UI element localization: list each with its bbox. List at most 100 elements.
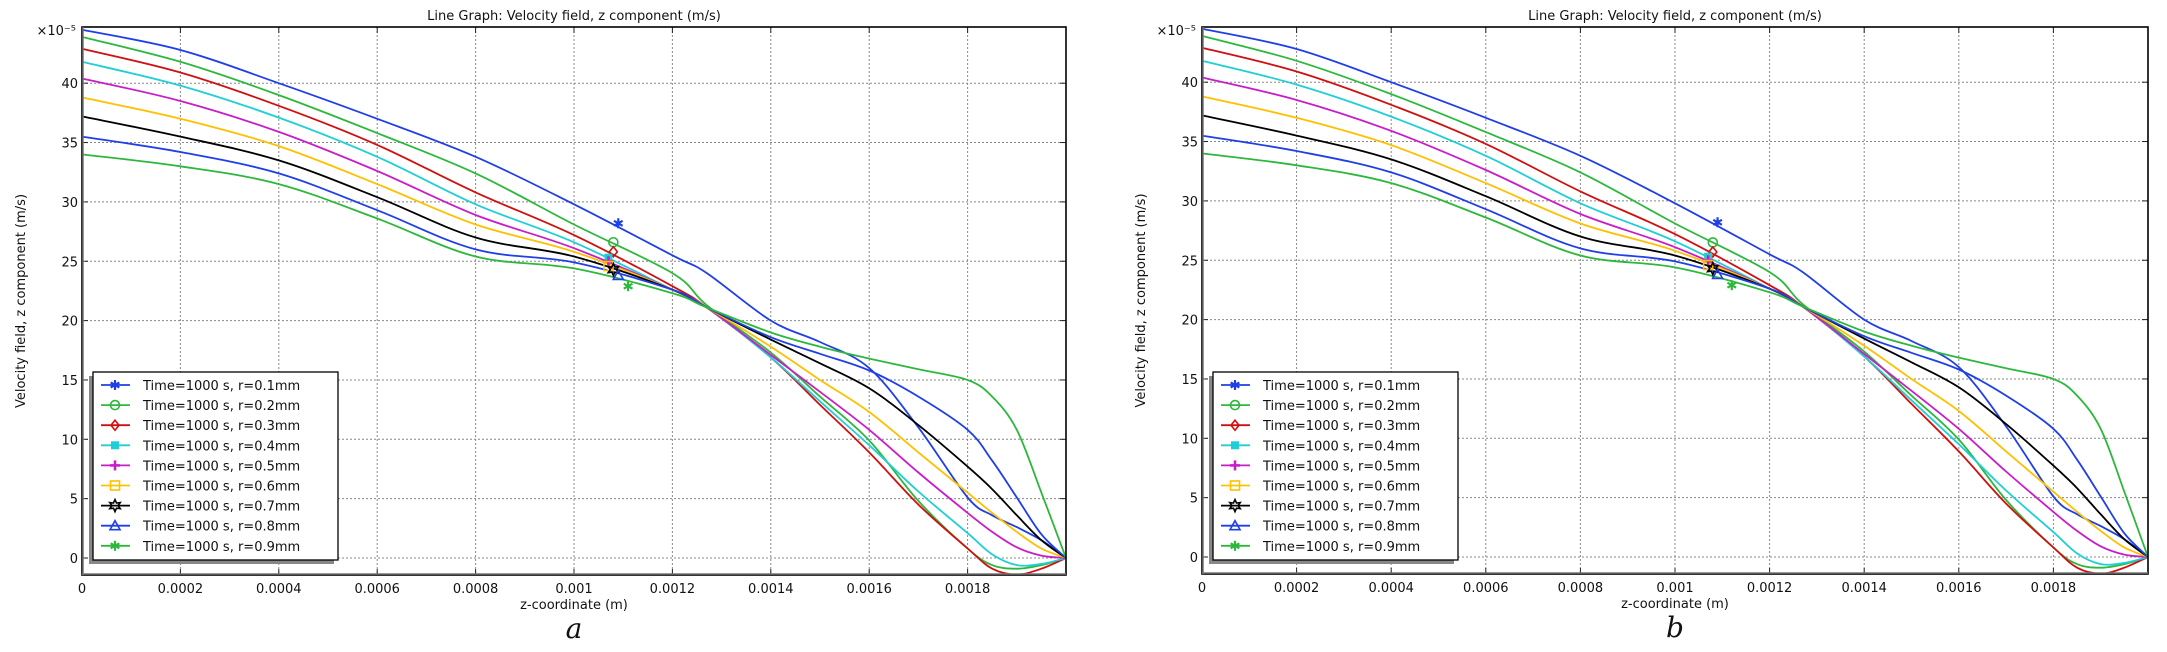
series-marker-3: [608, 245, 619, 259]
x-tick-label: 0.0006: [354, 582, 400, 597]
y-tick-label: 5: [1190, 492, 1198, 507]
legend-marker-icon: [109, 418, 121, 432]
legend-marker-icon: [110, 540, 120, 551]
marker-shape: [1229, 418, 1241, 432]
marker-shape: [108, 497, 122, 514]
x-axis-title: z-coordinate (m): [1621, 597, 1729, 612]
marker-stroke: [110, 542, 120, 550]
legend-label: Time=1000 s, r=0.4mm: [1262, 439, 1420, 454]
x-tick-label: 0.0014: [748, 582, 794, 597]
legend-label: Time=1000 s, r=0.2mm: [1262, 399, 1420, 414]
chart-title: Line Graph: Velocity field, z component …: [1528, 9, 1822, 24]
x-tick-label: 0.0008: [1558, 581, 1604, 596]
x-tick-label: 0.0014: [1841, 581, 1887, 596]
legend-item: Time=1000 s, r=0.2mm: [101, 399, 300, 414]
legend-item: Time=1000 s, r=0.8mm: [1221, 519, 1420, 535]
series-marker-3: [1707, 245, 1718, 259]
legend-item: Time=1000 s, r=0.5mm: [1221, 459, 1420, 474]
legend-label: Time=1000 s, r=0.4mm: [142, 439, 300, 454]
x-tick-label: 0: [1198, 581, 1206, 596]
gridlines: 0 0.0002 0.0004 0.0006 0.0008 0.001 0.0012 0.00…: [1181, 27, 2148, 596]
legend-marker-icon: [1231, 441, 1239, 450]
marker-shape: [1229, 480, 1241, 491]
legend-marker-icon: [1229, 480, 1241, 491]
marker-shape: [111, 441, 119, 450]
legend-item: Time=1000 s, r=0.9mm: [101, 540, 300, 555]
series-line-8: [1201, 134, 2149, 558]
marker-shape: [1228, 497, 1242, 514]
x-tick-label: 0.0006: [1463, 581, 1509, 596]
x-tick-label: 0.0004: [256, 582, 302, 597]
y-tick-label: 35: [1181, 136, 1198, 151]
legend-label: Time=1000 s, r=0.7mm: [142, 500, 300, 515]
x-tick-label: 0.0004: [1368, 581, 1414, 596]
series-marker-7: [606, 261, 621, 278]
y-tick-label: 35: [61, 137, 78, 152]
marker-stroke: [1726, 281, 1737, 289]
marker-shape: [1228, 519, 1242, 531]
series-marker-1: [613, 218, 624, 229]
chart-panel-a: Line Graph: Velocity field, z component …: [14, 9, 1067, 645]
legend-label: Time=1000 s, r=0.7mm: [1262, 500, 1420, 515]
marker-shape: [1705, 260, 1720, 277]
legend-label: Time=1000 s, r=0.9mm: [1262, 540, 1420, 555]
marker-shape: [611, 268, 625, 281]
marker-shape: [606, 261, 621, 278]
x-tick-label: 0.0012: [650, 582, 696, 597]
panel-caption: a: [566, 612, 583, 645]
y-tick-label: 20: [61, 315, 78, 330]
series-line-1: [1201, 27, 2149, 558]
legend-marker-icon: [109, 480, 121, 491]
y-tick-label: 0: [1190, 551, 1198, 566]
legend-label: Time=1000 s, r=0.5mm: [1262, 459, 1420, 474]
marker-shape: [1229, 399, 1241, 411]
legend-item: Time=1000 s, r=0.7mm: [101, 497, 300, 515]
legend-label: Time=1000 s, r=0.1mm: [142, 379, 300, 394]
marker-stroke: [613, 219, 624, 227]
series-line-9: [81, 153, 1067, 559]
marker-shape: [1231, 441, 1239, 450]
y-tick-label: 30: [61, 196, 78, 211]
series-marker-8: [1711, 267, 1724, 280]
marker-shape: [109, 418, 121, 432]
legend-marker-icon: [111, 441, 119, 450]
y-tick-label: 0: [70, 552, 78, 567]
legend-marker-icon: [108, 519, 122, 531]
marker-stroke: [1230, 542, 1240, 550]
series-marker-7: [1705, 260, 1720, 277]
legend-marker-icon: [1230, 540, 1240, 551]
legend-label: Time=1000 s, r=0.9mm: [142, 540, 300, 555]
y-axis-title: Velocity field, z component (m/s): [14, 194, 29, 408]
legend-marker-icon: [1228, 519, 1242, 531]
legend-marker-icon: [108, 497, 122, 514]
x-tick-label: 0.0016: [846, 582, 892, 597]
series-marker-1: [1712, 217, 1723, 228]
legend-label: Time=1000 s, r=0.8mm: [1262, 520, 1420, 535]
x-tick-label: 0.0002: [158, 582, 204, 597]
legend: Time=1000 s, r=0.1mm Time=1000 s, r=0.2mm…: [1209, 371, 1459, 564]
x-tick-label: 0: [78, 582, 86, 597]
y-multiplier-label: ×10⁻⁵: [1156, 24, 1196, 39]
legend-box: [92, 371, 339, 561]
y-tick-label: 15: [1181, 373, 1198, 388]
x-tick-label: 0.0016: [1936, 581, 1982, 596]
legend-item: Time=1000 s, r=0.3mm: [101, 418, 300, 434]
legend-label: Time=1000 s, r=0.1mm: [1262, 379, 1420, 394]
y-tick-label: 15: [61, 374, 78, 389]
legend-item: Time=1000 s, r=0.1mm: [1221, 379, 1420, 394]
legend-item: Time=1000 s, r=0.4mm: [101, 439, 300, 454]
x-tick-label: 0.001: [555, 582, 592, 597]
series-line-6: [1201, 95, 2149, 558]
y-tick-label: 40: [61, 77, 78, 92]
legend: Time=1000 s, r=0.1mm Time=1000 s, r=0.2mm…: [89, 371, 339, 564]
series-lines: [1201, 27, 2149, 575]
plot-frame: [1201, 26, 2149, 575]
x-axis-title: z-coordinate (m): [520, 598, 628, 613]
legend-item: Time=1000 s, r=0.7mm: [1221, 497, 1420, 515]
legend-marker-icon: [1228, 497, 1242, 514]
chart-panel-b: Line Graph: Velocity field, z component …: [1134, 9, 2149, 644]
marker-shape: [1707, 245, 1718, 259]
series-line-1: [81, 28, 1067, 559]
legend-marker-icon: [1229, 399, 1241, 411]
y-tick-label: 10: [1181, 432, 1198, 447]
